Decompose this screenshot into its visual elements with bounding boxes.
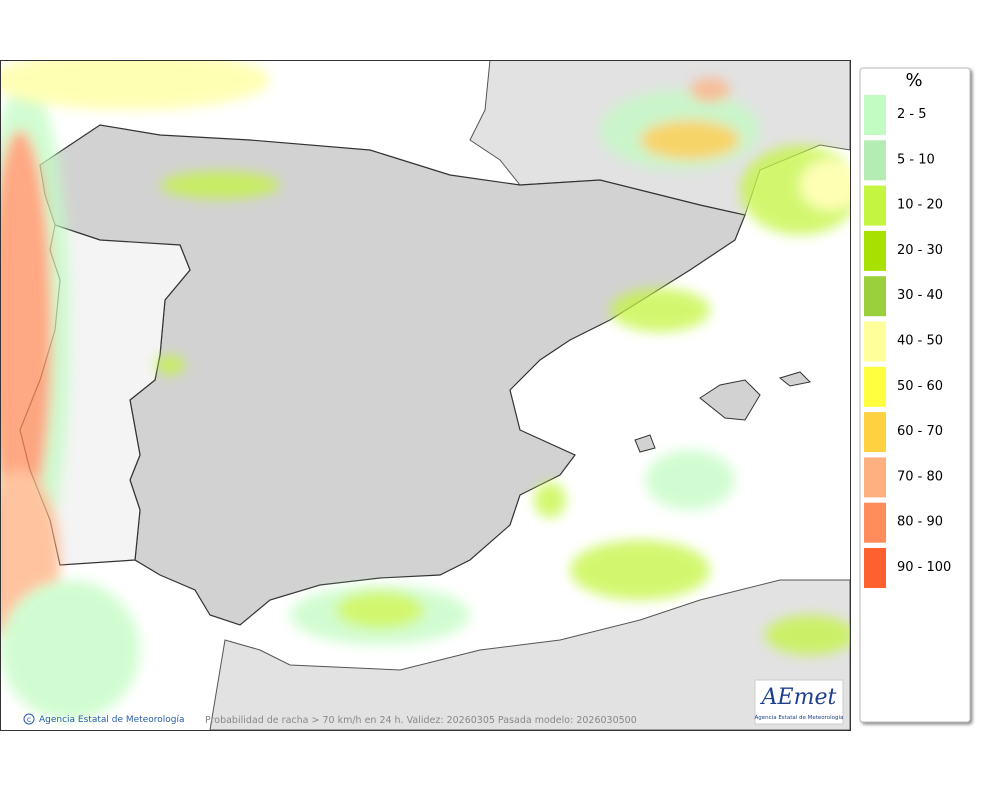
legend-label: 70 - 80 — [897, 469, 943, 484]
ibiza — [634, 434, 656, 453]
mallorca — [699, 379, 761, 421]
probability-areas — [0, 60, 850, 720]
africa — [209, 579, 850, 730]
legend-swatch — [864, 366, 886, 407]
legend: 2 - 5 5 - 10 10 - 20 20 - 30 30 - 40 40 - 50 5… — [864, 95, 951, 588]
legend-swatch — [864, 140, 886, 181]
menorca — [778, 371, 812, 387]
legend-label: 5 - 10 — [897, 152, 935, 167]
caption: Probabilidad de racha > 70 km/h en 24 h.… — [205, 715, 637, 726]
map-frame — [0, 60, 851, 731]
logo-subtitle: Agencia Estatal de Meteorología — [755, 714, 844, 721]
legend-swatch — [864, 502, 886, 543]
map — [0, 60, 850, 730]
copyright-icon — [23, 713, 35, 725]
legend-label: 90 - 100 — [897, 560, 951, 575]
legend-swatch — [864, 185, 886, 226]
legend-swatch — [864, 412, 886, 453]
legend-box — [859, 67, 971, 723]
legend-label: 10 - 20 — [897, 198, 943, 213]
legend-title: % — [905, 70, 922, 91]
copyright-symbol: c — [27, 715, 31, 724]
legend-label: 2 - 5 — [897, 107, 927, 122]
legend-swatch — [864, 276, 886, 317]
logo: AEmet — [760, 685, 837, 710]
legend-label: 50 - 60 — [897, 379, 943, 394]
legend-swatch — [864, 457, 886, 498]
legend-swatch — [864, 230, 886, 271]
legend-label: 40 - 50 — [897, 334, 943, 349]
legend-label: 30 - 40 — [897, 288, 943, 303]
credit: Agencia Estatal de Meteorología — [39, 715, 185, 725]
logo-box — [754, 679, 844, 725]
legend-label: 20 - 30 — [897, 243, 943, 258]
legend-label: 80 - 90 — [897, 515, 943, 530]
legend-swatch — [864, 548, 886, 588]
legend-swatch — [864, 95, 886, 135]
legend-swatch — [864, 321, 886, 362]
legend-label: 60 - 70 — [897, 424, 943, 439]
